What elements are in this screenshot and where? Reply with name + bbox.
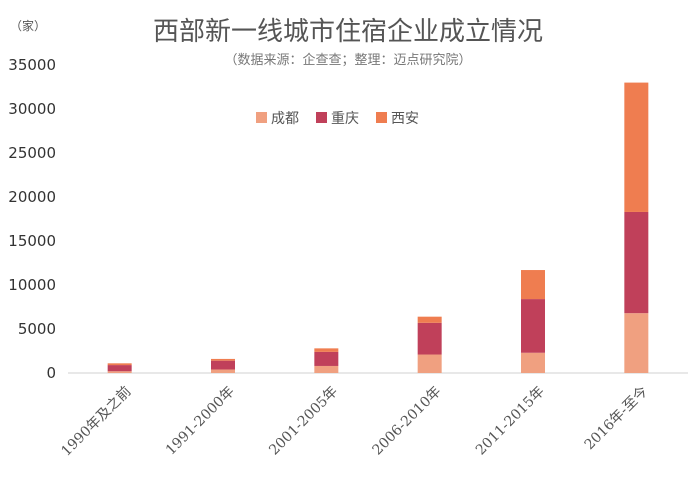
bar-segment [417,322,442,355]
y-tick-label: 25000 [8,144,56,162]
legend-label: 重庆 [331,111,359,127]
y-tick-label: 35000 [8,56,56,74]
x-tick-label: 2001-2005年 [266,384,341,459]
bar-segment [211,369,235,373]
bars [107,82,649,373]
x-tick-label: 2016年-至今 [582,384,652,454]
y-tick-label: 20000 [8,188,56,206]
bar-segment [417,354,442,373]
legend-swatch [316,112,327,123]
bar-segment [417,316,442,323]
bar-segment [314,365,339,373]
bar-segment [107,363,132,366]
bar-segment [521,352,545,373]
y-tick-label: 0 [46,364,56,382]
y-tick-label: 30000 [8,100,56,118]
legend-swatch [256,112,267,123]
bar-segment [521,270,545,300]
bar-segment [624,313,649,373]
x-tick-label: 2011-2015年 [473,384,548,459]
bar-segment [624,211,649,314]
y-tick-label: 10000 [8,276,56,294]
y-axis-unit: （家） [10,18,46,33]
bar-segment [211,358,235,361]
x-tick-label: 2006-2010年 [370,384,445,459]
bar-segment [314,351,339,366]
x-tick-label: 1990年及之前 [58,383,135,460]
bar-segment [107,371,132,373]
y-tick-label: 15000 [8,232,56,250]
bar-segment [314,348,339,352]
y-axis-ticks: 0 5000 10000 15000 20000 25000 30000 35000 [8,56,56,382]
x-axis-ticks: 1990年及之前 1991-2000年 2001-2005年 2006-2010年 20… [58,383,651,460]
y-tick-label: 5000 [18,320,56,338]
bar-segment [211,360,235,370]
x-tick-label: 1991-2000年 [163,384,238,459]
chart-subtitle: （数据来源：企查查；整理：迈点研究院） [224,52,471,68]
legend-swatch [376,112,387,123]
chart-title: 西部新一线城市住宿企业成立情况 [153,17,543,47]
bar-segment [521,299,545,353]
legend-label: 西安 [391,111,419,127]
bar-segment [624,82,649,212]
legend: 成都 重庆 西安 [256,111,419,127]
legend-label: 成都 [271,111,299,127]
bar-segment [107,365,132,372]
